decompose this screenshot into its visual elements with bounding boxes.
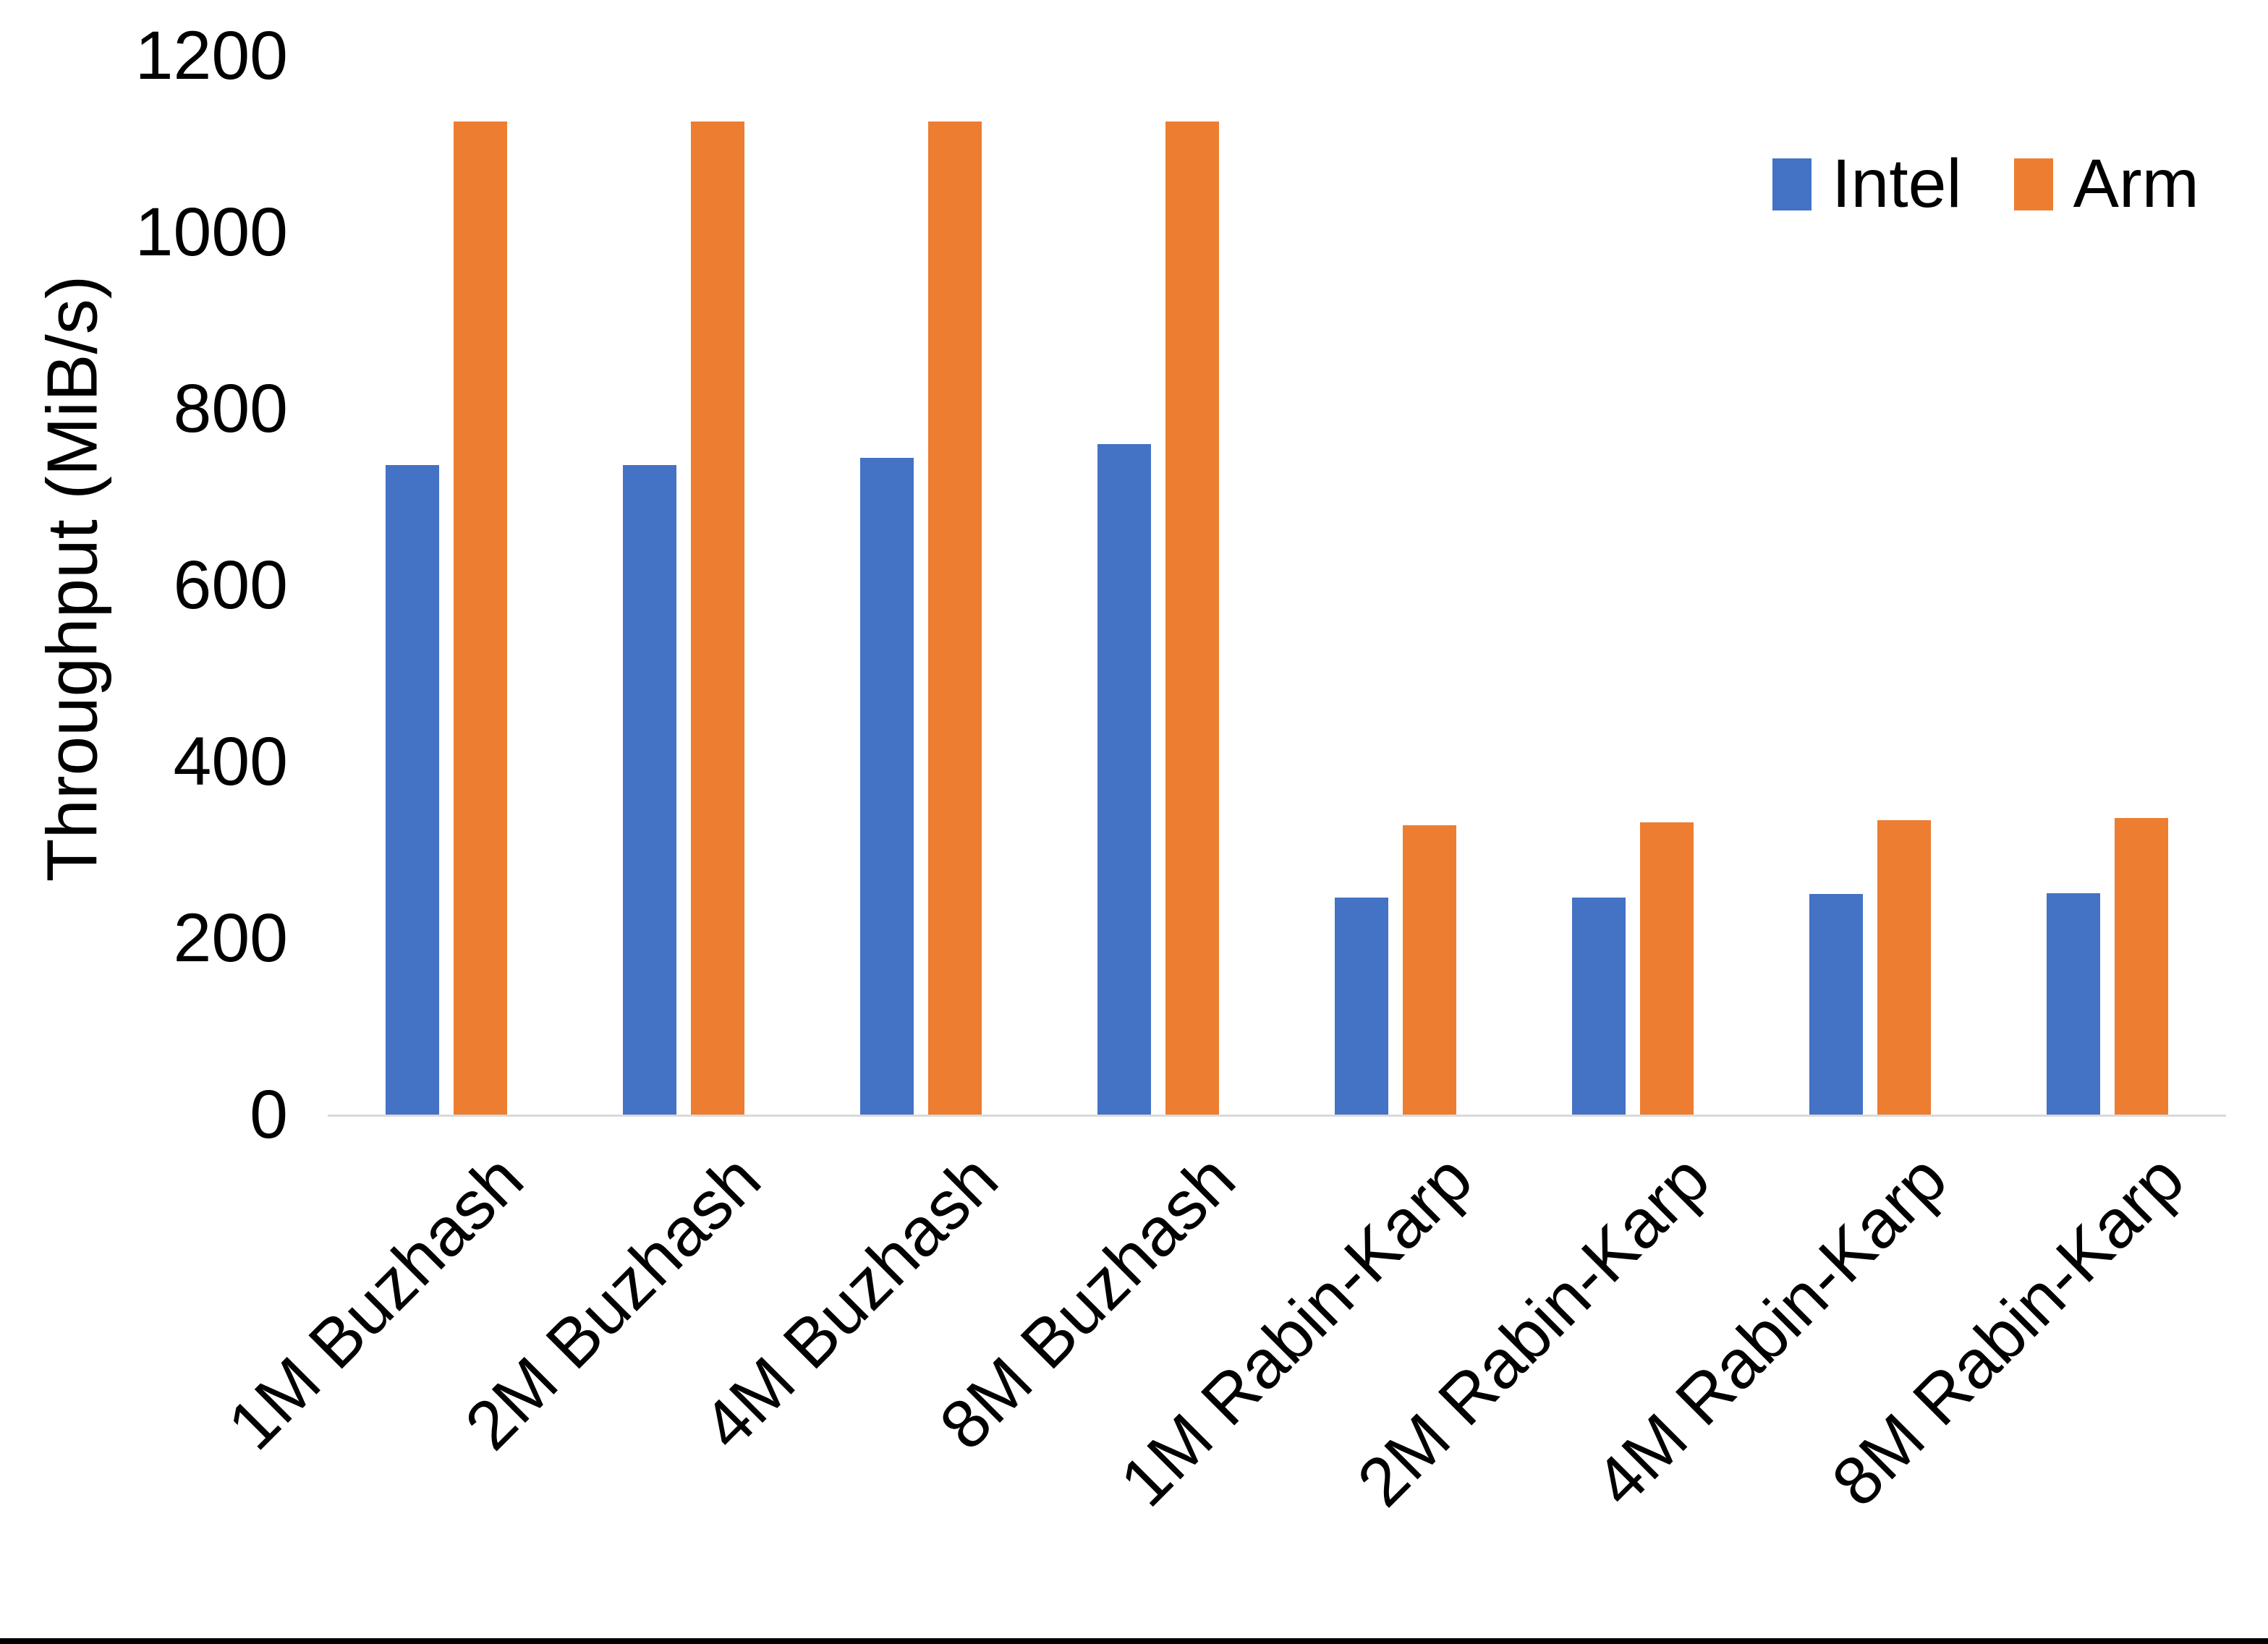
- bar-intel-4m-rabin-karp: [1809, 894, 1863, 1115]
- legend-item-arm: Arm: [2013, 145, 2199, 223]
- y-tick-label: 400: [173, 723, 288, 800]
- y-tick-label: 1200: [135, 17, 288, 94]
- bar-intel-4m-buzhash: [860, 458, 914, 1115]
- legend-label: Intel: [1832, 145, 1962, 222]
- legend-swatch-arm: [2013, 158, 2053, 210]
- legend-item-intel: Intel: [1772, 145, 1962, 223]
- y-tick-label: 800: [173, 370, 288, 447]
- bar-arm-8m-rabin-karp: [2115, 818, 2168, 1115]
- y-tick-label: 600: [173, 547, 288, 623]
- bar-arm-1m-buzhash: [454, 122, 507, 1115]
- bar-intel-2m-buzhash: [623, 465, 676, 1115]
- bar-intel-1m-buzhash: [386, 465, 439, 1115]
- bar-arm-8m-buzhash: [1165, 122, 1219, 1115]
- legend: Intel Arm: [1772, 145, 2199, 223]
- bar-arm-4m-buzhash: [928, 122, 982, 1115]
- bar-arm-2m-rabin-karp: [1640, 822, 1694, 1115]
- bar-arm-2m-buzhash: [691, 122, 744, 1115]
- y-tick-label: 200: [173, 900, 288, 976]
- bar-intel-8m-buzhash: [1097, 444, 1151, 1115]
- bar-arm-1m-rabin-karp: [1403, 825, 1456, 1115]
- bar-intel-8m-rabin-karp: [2047, 893, 2100, 1115]
- y-tick-label: 0: [250, 1076, 288, 1153]
- bar-arm-4m-rabin-karp: [1877, 820, 1931, 1115]
- y-tick-label: 1000: [135, 194, 288, 271]
- y-axis-title: Throughput (MiB/s): [32, 275, 112, 882]
- legend-swatch-intel: [1772, 158, 1812, 210]
- bar-intel-2m-rabin-karp: [1572, 898, 1626, 1115]
- bar-intel-1m-rabin-karp: [1335, 898, 1388, 1115]
- bottom-border: [0, 1638, 2268, 1644]
- x-axis-line: [328, 1115, 2226, 1117]
- legend-label: Arm: [2073, 145, 2199, 222]
